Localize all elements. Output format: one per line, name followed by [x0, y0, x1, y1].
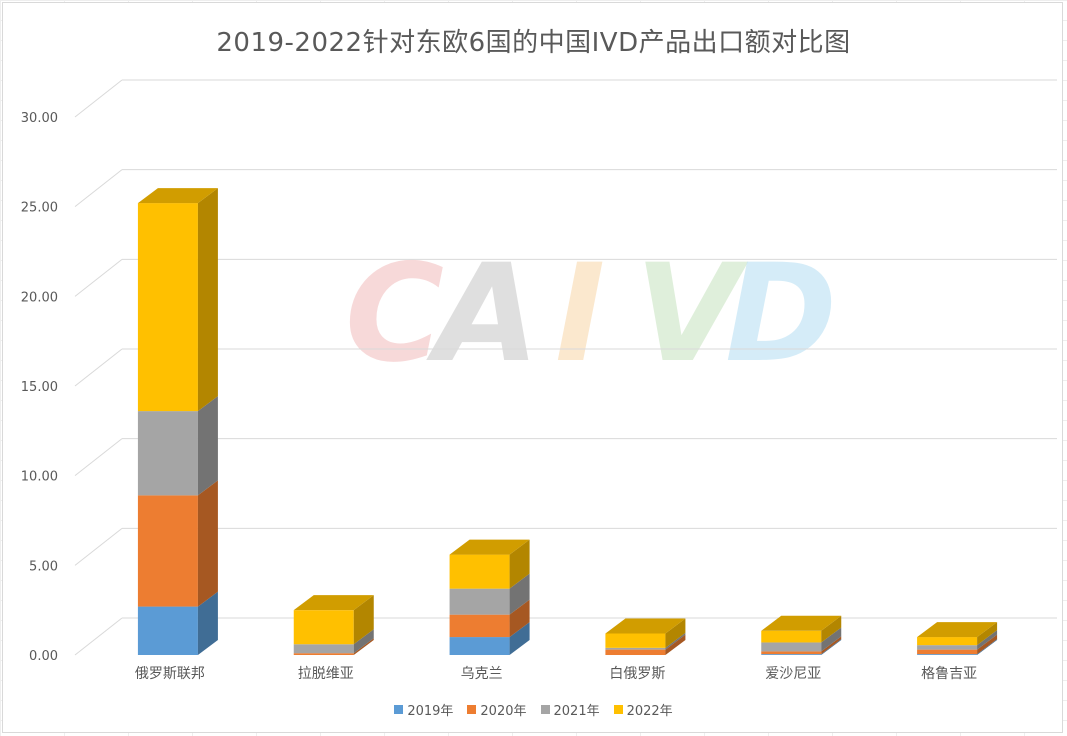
bar-segment[interactable] [293, 610, 354, 645]
bar-segment-side [353, 595, 374, 645]
bar-segment[interactable] [449, 637, 510, 655]
bar-segment-side [977, 622, 998, 646]
bar-segment-side [197, 188, 218, 412]
bar-segment[interactable] [137, 411, 198, 496]
bar-segment-side [509, 573, 530, 615]
legend-item[interactable]: 2022年 [613, 700, 673, 719]
gridline-connector [74, 617, 123, 656]
y-tick-label: 5.00 [29, 559, 58, 574]
bar-segment[interactable] [137, 495, 198, 607]
bar-segment-side [353, 638, 374, 655]
legend-label: 2019年 [407, 704, 454, 719]
bar-top-face [449, 539, 530, 555]
bar-segment[interactable] [293, 653, 354, 655]
bar-top-face [605, 618, 686, 634]
bar-segment[interactable] [605, 647, 666, 650]
bar-segment-side [665, 618, 686, 648]
watermark-letter: D [725, 235, 837, 392]
bar-segment[interactable] [137, 203, 198, 412]
x-tick-label: 乌克兰 [461, 666, 503, 682]
legend-item[interactable]: 2021年 [540, 700, 600, 719]
bar-top-face [137, 188, 218, 204]
legend-label: 2022年 [626, 704, 673, 719]
y-tick-label: 25.00 [21, 201, 58, 216]
gridline-connector [74, 438, 123, 477]
watermark-letter: V [635, 235, 749, 392]
y-tick-label: 0.00 [29, 649, 58, 664]
bar-segment[interactable] [917, 637, 978, 646]
bar-segment-side [821, 639, 842, 655]
legend-swatch [540, 705, 550, 714]
bar-segment-side [665, 632, 686, 650]
bar-segment[interactable] [761, 654, 822, 655]
bar-segment[interactable] [137, 606, 198, 655]
bar-segment-side [665, 634, 686, 655]
legend-item[interactable]: 2020年 [467, 700, 527, 719]
bar-segment[interactable] [293, 644, 354, 654]
bar-segment-side [977, 630, 998, 650]
bar-segment-side [197, 480, 218, 607]
y-tick-label: 10.00 [21, 470, 58, 485]
bar-segment-side [353, 629, 374, 654]
bar-segment[interactable] [761, 642, 822, 652]
bar-segment[interactable] [449, 554, 510, 589]
bar-segment[interactable] [449, 588, 510, 615]
legend-label: 2020年 [480, 704, 527, 719]
x-tick-label: 格鲁吉亚 [921, 666, 977, 682]
bar-segment[interactable] [761, 630, 822, 643]
watermark-letter: A [426, 235, 539, 392]
bar-segment[interactable] [449, 614, 510, 638]
bar-segment-side [197, 591, 218, 655]
bar-segment-side [821, 636, 842, 655]
y-tick-label: 30.00 [21, 111, 58, 126]
bar-top-face [293, 595, 374, 611]
bar-segment[interactable] [761, 651, 822, 655]
bar-segment[interactable] [917, 649, 978, 655]
legend-swatch [394, 705, 404, 714]
gridline-connector [74, 348, 123, 387]
bar-segment-side [509, 539, 530, 589]
x-tick-label: 俄罗斯联邦 [135, 666, 205, 682]
bar-segment-side [977, 639, 998, 655]
y-tick-label: 20.00 [21, 290, 58, 305]
bar-segment-side [821, 627, 842, 652]
watermark-letter: I [555, 235, 605, 392]
gridline-connector [74, 527, 123, 566]
y-tick-label: 15.00 [21, 380, 58, 395]
gridline-connector [74, 258, 123, 297]
bar-segment[interactable] [605, 649, 666, 655]
legend-item[interactable]: 2019年 [394, 700, 453, 719]
x-tick-label: 白俄罗斯 [609, 666, 665, 682]
bar-segment-side [509, 599, 530, 638]
bar-top-face [917, 622, 998, 638]
legend-swatch [467, 705, 477, 714]
watermark-letter: C [345, 235, 444, 392]
chart-title: 2019-2022针对东欧6国的中国IVD产品出口额对比图 [216, 28, 851, 58]
x-tick-label: 爱沙尼亚 [765, 666, 821, 682]
bar-segment-side [821, 615, 842, 643]
bar-segment[interactable] [605, 633, 666, 648]
bar-segment-side [977, 634, 998, 655]
legend-swatch [613, 705, 623, 714]
gridline-connector [74, 79, 123, 118]
legend-label: 2021年 [553, 704, 600, 719]
x-tick-label: 拉脱维亚 [298, 666, 354, 682]
bar-segment[interactable] [917, 645, 978, 650]
bar-segment-side [197, 396, 218, 496]
chart-legend[interactable]: 2019年 2020年 2021年 2022年 [0, 700, 1067, 719]
bar-segment-side [509, 622, 530, 655]
bar-segment[interactable] [917, 654, 978, 655]
bar-top-face [761, 615, 842, 631]
gridline-connector [74, 169, 123, 208]
